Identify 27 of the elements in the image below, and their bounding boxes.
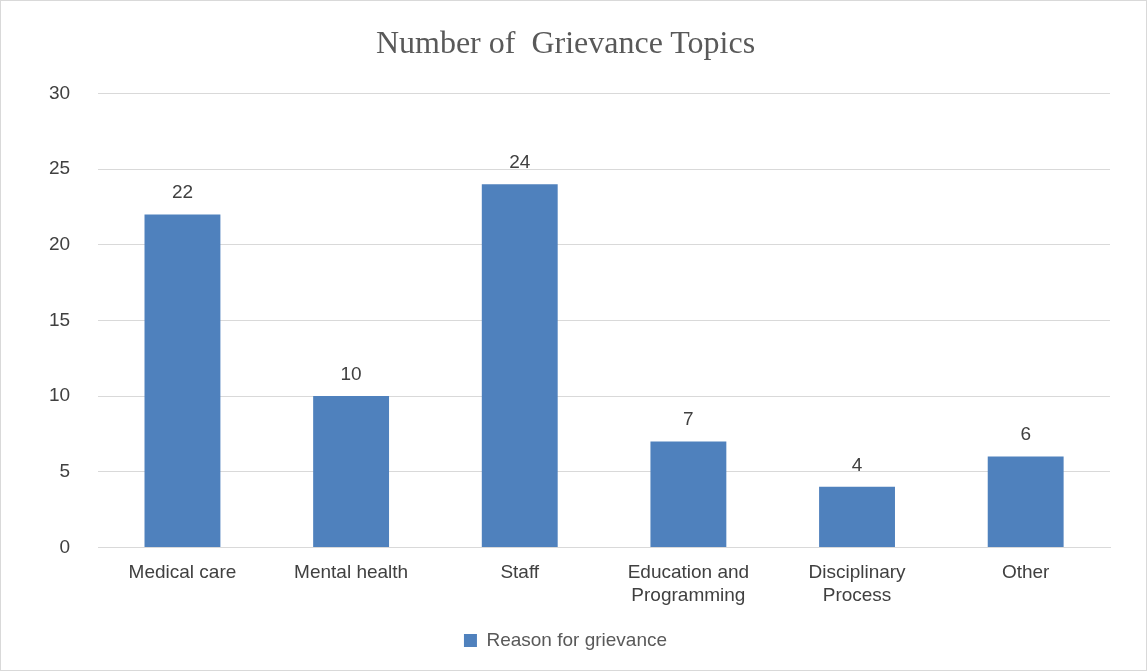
bar — [650, 441, 727, 547]
y-tick-label: 0 — [59, 535, 71, 557]
y-tick-label: 25 — [48, 157, 71, 179]
x-tick-label: Education and Programming — [627, 561, 750, 605]
data-label: 4 — [851, 453, 863, 475]
x-tick-label: Other — [1001, 561, 1051, 583]
chart-title: Number of Grievance Topics — [375, 23, 756, 60]
data-label: 24 — [509, 150, 531, 172]
x-tick-label: Staff — [500, 561, 540, 583]
bar — [987, 456, 1064, 547]
y-tick-label: 20 — [48, 232, 71, 254]
bar — [144, 214, 221, 547]
data-label: 22 — [171, 181, 194, 203]
bar — [481, 184, 558, 547]
y-tick-label: 10 — [48, 384, 71, 406]
x-tick-label: Mental health — [294, 561, 409, 583]
x-tick-label: Disciplinary Process — [808, 561, 907, 605]
legend-label: Reason for grievance — [486, 628, 668, 650]
data-label: 7 — [683, 408, 694, 430]
data-label: 10 — [340, 362, 362, 384]
bar — [313, 396, 390, 547]
data-label: 6 — [1020, 423, 1031, 445]
y-tick-label: 5 — [59, 459, 71, 481]
y-tick-label: 30 — [48, 81, 71, 103]
y-tick-label: 15 — [48, 308, 71, 330]
x-tick-label: Medical care — [128, 561, 237, 583]
bar — [819, 486, 895, 547]
